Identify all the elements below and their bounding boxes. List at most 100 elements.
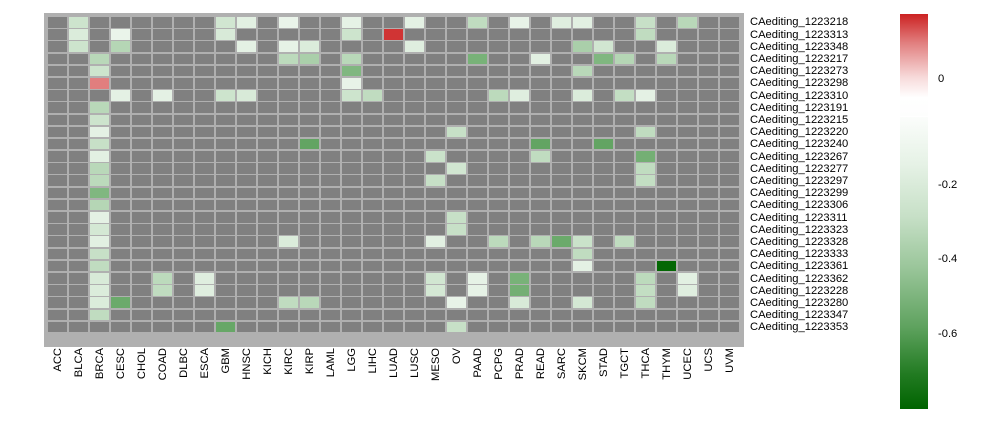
heatmap-cell[interactable]	[509, 163, 530, 174]
heatmap-cell[interactable]	[698, 187, 718, 199]
heatmap-cell[interactable]	[89, 199, 110, 211]
heatmap-cell[interactable]	[278, 309, 299, 321]
heatmap-cell[interactable]	[383, 285, 404, 296]
heatmap-cell[interactable]	[89, 175, 110, 187]
heatmap-cell[interactable]	[320, 77, 341, 89]
heatmap-cell[interactable]	[656, 138, 676, 150]
heatmap-cell[interactable]	[257, 272, 278, 284]
heatmap-cell[interactable]	[194, 41, 215, 52]
heatmap-cell[interactable]	[635, 248, 655, 260]
heatmap-cell[interactable]	[404, 236, 425, 247]
heatmap-cell[interactable]	[467, 248, 488, 260]
heatmap-cell[interactable]	[68, 187, 89, 199]
heatmap-cell[interactable]	[719, 41, 739, 52]
heatmap-cell[interactable]	[698, 260, 718, 272]
heatmap-cell[interactable]	[383, 53, 404, 65]
heatmap-cell[interactable]	[530, 65, 551, 77]
heatmap-cell[interactable]	[152, 248, 173, 260]
heatmap-cell[interactable]	[593, 321, 613, 333]
heatmap-cell[interactable]	[215, 212, 236, 223]
heatmap-cell[interactable]	[593, 17, 613, 28]
heatmap-cell[interactable]	[173, 29, 194, 40]
heatmap-cell[interactable]	[404, 224, 425, 235]
heatmap-cell[interactable]	[236, 297, 257, 308]
heatmap-cell[interactable]	[635, 297, 655, 308]
heatmap-cell[interactable]	[719, 309, 739, 321]
heatmap-cell[interactable]	[530, 285, 551, 296]
heatmap-cell[interactable]	[677, 187, 697, 199]
heatmap-cell[interactable]	[320, 17, 341, 28]
heatmap-cell[interactable]	[341, 321, 362, 333]
heatmap-cell[interactable]	[572, 236, 592, 247]
heatmap-cell[interactable]	[131, 297, 152, 308]
heatmap-cell[interactable]	[446, 126, 467, 138]
heatmap-cell[interactable]	[362, 114, 383, 126]
heatmap-cell[interactable]	[404, 53, 425, 65]
heatmap-cell[interactable]	[572, 309, 592, 321]
heatmap-cell[interactable]	[110, 248, 131, 260]
heatmap-cell[interactable]	[593, 126, 613, 138]
heatmap-cell[interactable]	[509, 297, 530, 308]
heatmap-cell[interactable]	[404, 309, 425, 321]
heatmap-cell[interactable]	[299, 65, 320, 77]
heatmap-cell[interactable]	[194, 126, 215, 138]
heatmap-cell[interactable]	[719, 236, 739, 247]
heatmap-cell[interactable]	[341, 285, 362, 296]
heatmap-cell[interactable]	[341, 41, 362, 52]
heatmap-cell[interactable]	[194, 102, 215, 113]
heatmap-cell[interactable]	[593, 114, 613, 126]
heatmap-cell[interactable]	[320, 248, 341, 260]
heatmap-cell[interactable]	[341, 151, 362, 162]
heatmap-cell[interactable]	[467, 41, 488, 52]
heatmap-cell[interactable]	[719, 17, 739, 28]
heatmap-cell[interactable]	[467, 321, 488, 333]
heatmap-cell[interactable]	[635, 102, 655, 113]
heatmap-cell[interactable]	[131, 114, 152, 126]
heatmap-cell[interactable]	[278, 163, 299, 174]
heatmap-cell[interactable]	[509, 212, 530, 223]
heatmap-cell[interactable]	[530, 151, 551, 162]
heatmap-cell[interactable]	[677, 321, 697, 333]
heatmap-cell[interactable]	[677, 297, 697, 308]
heatmap-cell[interactable]	[173, 53, 194, 65]
heatmap-cell[interactable]	[236, 90, 257, 101]
heatmap-cell[interactable]	[488, 163, 509, 174]
heatmap-cell[interactable]	[152, 224, 173, 235]
heatmap-cell[interactable]	[173, 175, 194, 187]
heatmap-cell[interactable]	[635, 17, 655, 28]
heatmap-cell[interactable]	[194, 309, 215, 321]
heatmap-cell[interactable]	[257, 236, 278, 247]
heatmap-cell[interactable]	[551, 53, 572, 65]
heatmap-cell[interactable]	[593, 102, 613, 113]
heatmap-cell[interactable]	[635, 272, 655, 284]
heatmap-cell[interactable]	[362, 29, 383, 40]
heatmap-cell[interactable]	[656, 151, 676, 162]
heatmap-cell[interactable]	[89, 17, 110, 28]
heatmap-cell[interactable]	[173, 90, 194, 101]
heatmap-cell[interactable]	[572, 151, 592, 162]
heatmap-cell[interactable]	[48, 260, 68, 272]
heatmap-cell[interactable]	[404, 272, 425, 284]
heatmap-cell[interactable]	[635, 126, 655, 138]
heatmap-cell[interactable]	[383, 41, 404, 52]
heatmap-cell[interactable]	[48, 297, 68, 308]
heatmap-cell[interactable]	[341, 77, 362, 89]
heatmap-cell[interactable]	[551, 138, 572, 150]
heatmap-cell[interactable]	[530, 272, 551, 284]
heatmap-cell[interactable]	[257, 321, 278, 333]
heatmap-cell[interactable]	[152, 138, 173, 150]
heatmap-cell[interactable]	[173, 138, 194, 150]
heatmap-cell[interactable]	[278, 65, 299, 77]
heatmap-cell[interactable]	[383, 272, 404, 284]
heatmap-cell[interactable]	[656, 126, 676, 138]
heatmap-cell[interactable]	[656, 260, 676, 272]
heatmap-cell[interactable]	[362, 297, 383, 308]
heatmap-cell[interactable]	[509, 272, 530, 284]
heatmap-cell[interactable]	[656, 224, 676, 235]
heatmap-cell[interactable]	[215, 77, 236, 89]
heatmap-cell[interactable]	[362, 260, 383, 272]
heatmap-cell[interactable]	[48, 17, 68, 28]
heatmap-cell[interactable]	[257, 17, 278, 28]
heatmap-cell[interactable]	[131, 321, 152, 333]
heatmap-cell[interactable]	[656, 199, 676, 211]
